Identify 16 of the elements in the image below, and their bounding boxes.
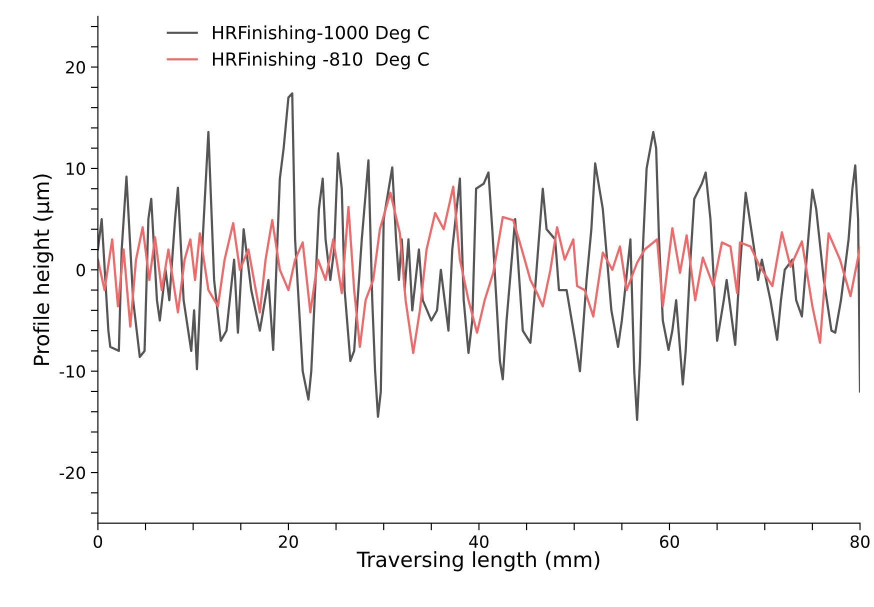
y-tick-label: -10: [60, 365, 85, 378]
x-axis-title: Traversing length (mm): [356, 551, 600, 572]
x-tick-label: 60: [660, 535, 679, 548]
x-tick-label: 80: [850, 535, 870, 548]
legend-label: HRFinishing -810 Deg C: [212, 52, 429, 70]
line-series: [98, 186, 860, 354]
legend-label: HRFinishing-1000 Deg C: [212, 25, 429, 43]
x-tick-label: 20: [279, 535, 298, 548]
x-tick-label: 0: [94, 535, 102, 548]
y-axis-title: Profile height (µm): [33, 174, 54, 365]
y-tick-label: 10: [66, 162, 85, 176]
y-tick-label: -20: [60, 466, 85, 480]
line-series: [98, 92, 860, 421]
x-tick-label: 40: [469, 535, 488, 548]
y-tick-label: 20: [66, 61, 85, 74]
y-tick-label: 0: [76, 264, 85, 276]
